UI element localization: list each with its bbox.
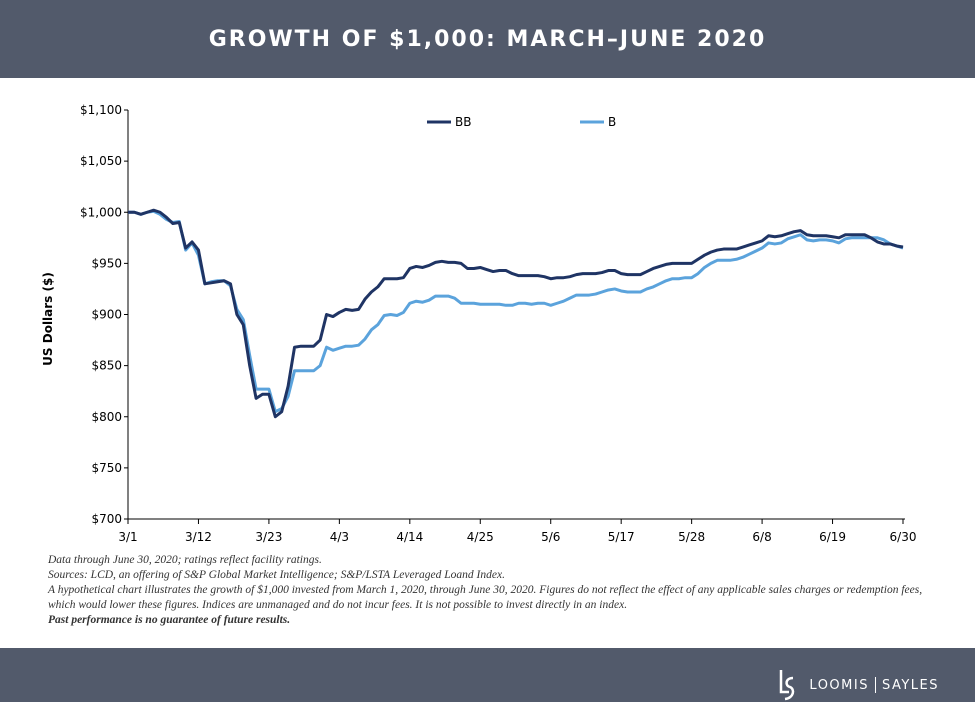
x-tick-label: 5/17 xyxy=(608,530,635,544)
chart: US Dollars ($) $700 $750 $800 $850 $900 $950 $… xyxy=(41,103,917,544)
chart-title: GROWTH OF $1,000: MARCH–JUNE 2020 xyxy=(208,26,767,52)
brand-word: LOOMIS xyxy=(809,677,869,693)
footer: LOOMIS SAYLES xyxy=(0,648,975,702)
separator xyxy=(874,677,876,693)
y-tick-label: $800 xyxy=(91,410,122,424)
x-tick-label: 4/14 xyxy=(396,530,423,544)
y-tick-label: $850 xyxy=(91,359,122,373)
x-tick-label: 6/19 xyxy=(819,530,846,544)
x-tick-label: 4/25 xyxy=(467,530,494,544)
x-tick-label: 3/12 xyxy=(185,530,212,544)
legend-label: BB xyxy=(455,115,471,129)
footnotes: Data through June 30, 2020; ratings refl… xyxy=(48,553,928,628)
y-axis-label: US Dollars ($) xyxy=(41,272,55,366)
x-tick-label: 4/3 xyxy=(330,530,349,544)
x-tick-label: 5/6 xyxy=(541,530,560,544)
y-tick-label: $950 xyxy=(91,256,122,270)
y-tick-label: $700 xyxy=(91,512,122,526)
x-tick-label: 6/30 xyxy=(890,530,917,544)
line-series xyxy=(128,209,904,414)
x-tick-label: 6/8 xyxy=(752,530,771,544)
x-tick-label: 3/23 xyxy=(255,530,282,544)
line-series xyxy=(128,208,904,419)
y-tick-label: $750 xyxy=(91,461,122,475)
footnote: A hypothetical chart illustrates the gro… xyxy=(48,584,923,611)
brand: LOOMIS SAYLES xyxy=(775,668,939,702)
y-tick-label: $1,100 xyxy=(80,103,122,117)
x-tick-label: 3/1 xyxy=(118,530,137,544)
legend-label: B xyxy=(608,115,616,129)
y-tick-label: $900 xyxy=(91,308,122,322)
x-tick-label: 5/28 xyxy=(678,530,705,544)
logo-icon xyxy=(780,670,795,701)
footnote: Past performance is no guarantee of futu… xyxy=(48,614,291,626)
footnote: Sources: LCD, an offering of S&P Global … xyxy=(48,569,505,581)
header: GROWTH OF $1,000: MARCH–JUNE 2020 xyxy=(0,0,975,78)
footnote: Data through June 30, 2020; ratings refl… xyxy=(48,554,322,566)
y-tick-label: $1,050 xyxy=(80,154,122,168)
brand-word: SAYLES xyxy=(881,677,939,693)
y-tick-label: $1,000 xyxy=(80,205,122,219)
